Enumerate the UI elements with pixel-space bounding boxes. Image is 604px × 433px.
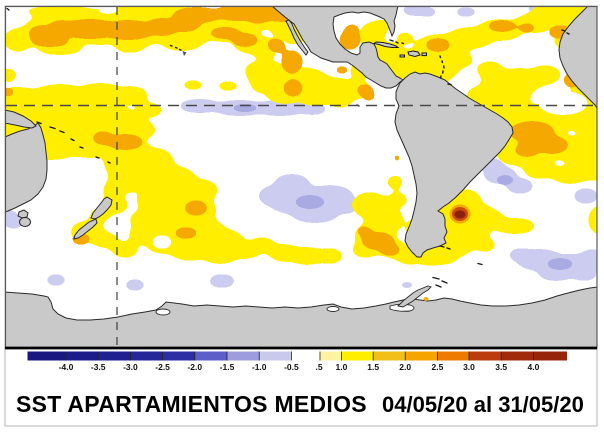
svg-text:3.5: 3.5 bbox=[495, 362, 507, 372]
svg-text:-0.5: -0.5 bbox=[284, 362, 299, 372]
svg-text:.5: .5 bbox=[315, 362, 322, 372]
svg-text:4.0: 4.0 bbox=[527, 362, 539, 372]
svg-text:1.0: 1.0 bbox=[335, 362, 347, 372]
svg-text:04/05/20 al 31/05/20: 04/05/20 al 31/05/20 bbox=[382, 392, 584, 417]
svg-text:-3.0: -3.0 bbox=[123, 362, 138, 372]
svg-text:-2.5: -2.5 bbox=[155, 362, 170, 372]
svg-text:-1.0: -1.0 bbox=[252, 362, 267, 372]
svg-text:-3.5: -3.5 bbox=[91, 362, 106, 372]
svg-text:-4.0: -4.0 bbox=[59, 362, 74, 372]
svg-text:3.0: 3.0 bbox=[463, 362, 475, 372]
svg-text:2.5: 2.5 bbox=[431, 362, 443, 372]
svg-text:2.0: 2.0 bbox=[399, 362, 411, 372]
svg-text:1.5: 1.5 bbox=[367, 362, 379, 372]
svg-text:-2.0: -2.0 bbox=[187, 362, 202, 372]
svg-text:-1.5: -1.5 bbox=[220, 362, 235, 372]
svg-text:SST APARTAMIENTOS MEDIOS: SST APARTAMIENTOS MEDIOS bbox=[16, 391, 367, 417]
